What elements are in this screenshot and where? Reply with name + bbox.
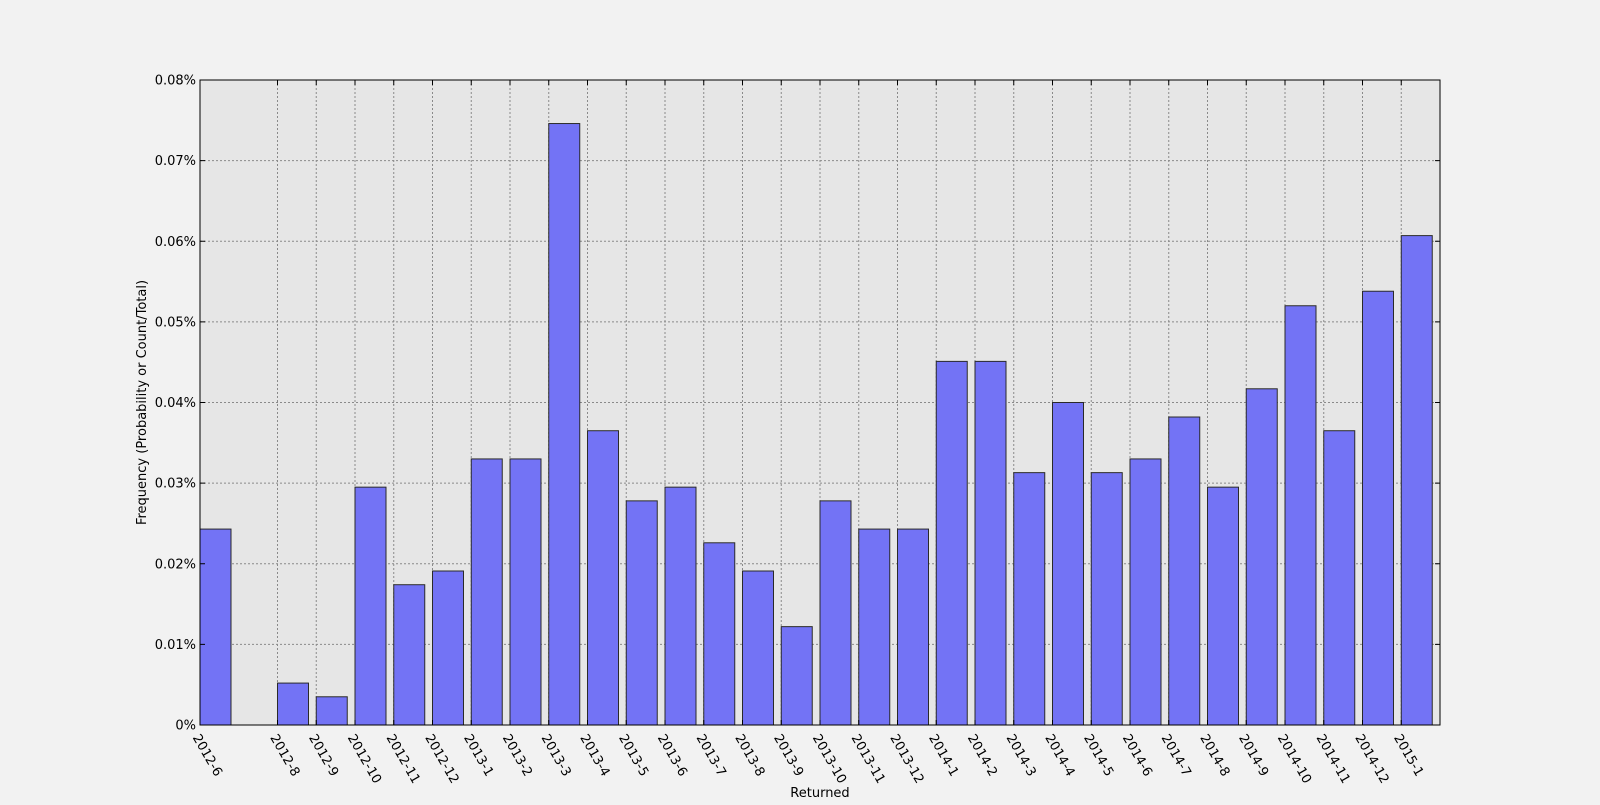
x-tick-label: 2013-2 [499, 732, 535, 779]
bar-2012-8 [277, 682, 309, 726]
y-axis-label: Frequency (Probability or Count/Total) [135, 280, 150, 525]
x-tick-label: 2014-8 [1196, 732, 1232, 779]
y-tick-label: 0.04% [155, 396, 196, 411]
bar-2013-6 [664, 486, 697, 726]
y-tick-label: 0% [175, 719, 196, 734]
y-tick-label: 0.06% [155, 235, 196, 250]
x-tick-label: 2013-10 [809, 732, 849, 787]
bar-2015-1 [1400, 235, 1433, 726]
y-tick-label: 0.08% [155, 74, 196, 89]
bar-2013-2 [509, 458, 542, 726]
x-tick-label: 2013-3 [538, 732, 574, 779]
x-tick-label: 2013-8 [731, 732, 767, 779]
bar-2014-2 [974, 360, 1007, 726]
x-tick-label: 2014-12 [1351, 732, 1391, 787]
bar-2013-12 [897, 528, 929, 726]
bar-2014-9 [1245, 388, 1278, 726]
bar-2013-5 [625, 500, 658, 726]
x-tick-label: 2014-5 [1080, 732, 1116, 779]
bar-2013-4 [587, 430, 619, 726]
x-tick-label: 2013-1 [460, 732, 496, 779]
bar-2013-3 [548, 123, 581, 726]
x-tick-label: 2013-11 [848, 732, 888, 787]
bar-2014-6 [1129, 458, 1162, 726]
x-tick-label: 2014-6 [1119, 732, 1155, 779]
bar-2014-5 [1090, 472, 1123, 726]
bar-2012-6 [199, 528, 232, 726]
bar-2014-7 [1168, 416, 1201, 726]
bar-2013-9 [780, 626, 813, 726]
x-tick-label: 2013-6 [654, 732, 690, 779]
x-tick-label: 2014-1 [925, 732, 961, 779]
x-tick-label: 2014-4 [1041, 732, 1077, 779]
x-tick-label: 2012-11 [383, 732, 423, 787]
y-tick-label: 0.02% [155, 557, 196, 572]
bar-2013-8 [742, 570, 774, 726]
bar-2012-12 [432, 570, 464, 726]
bar-2013-7 [703, 542, 736, 726]
x-tick-label: 2012-9 [305, 732, 341, 779]
x-tick-label: 2014-11 [1313, 732, 1353, 787]
x-tick-label: 2013-7 [693, 732, 729, 779]
bar-2013-11 [858, 528, 891, 726]
x-axis-label: Returned [790, 786, 849, 801]
bar-2012-10 [354, 486, 387, 726]
x-tick-label: 2013-5 [615, 732, 651, 779]
x-tick-label: 2013-9 [770, 732, 806, 779]
x-tick-label: 2012-10 [344, 732, 384, 787]
bar-2013-1 [470, 458, 503, 726]
x-tick-label: 2014-7 [1158, 732, 1194, 779]
x-tick-label: 2012-8 [266, 732, 302, 779]
bar-2014-12 [1362, 290, 1394, 726]
bar-2014-8 [1207, 486, 1239, 726]
bar-2014-11 [1323, 430, 1356, 726]
bar-2014-3 [1013, 472, 1046, 726]
x-tick-label: 2014-9 [1235, 732, 1271, 779]
x-tick-label: 2012-12 [421, 732, 461, 787]
x-tick-label: 2012-6 [189, 732, 225, 779]
bar-2012-11 [393, 584, 426, 726]
bars [199, 123, 1433, 726]
x-tick-label: 2014-2 [964, 732, 1000, 779]
y-tick-label: 0.07% [155, 154, 196, 169]
y-axis: 0% 0.01% 0.02% 0.03% 0.04% 0.05% 0.06% 0.07% 0.0… [155, 74, 1440, 734]
bar-2014-10 [1284, 305, 1317, 726]
y-tick-label: 0.03% [155, 477, 196, 492]
x-tick-label: 2015-1 [1390, 732, 1426, 779]
bar-2014-4 [1052, 402, 1084, 726]
bar-2012-9 [315, 696, 348, 726]
bar-2014-1 [935, 360, 968, 726]
x-tick-label: 2014-3 [1003, 732, 1039, 779]
bar-2013-10 [819, 500, 852, 726]
x-tick-label: 2014-10 [1274, 732, 1314, 787]
x-tick-label: 2013-4 [576, 732, 612, 779]
y-tick-label: 0.05% [155, 315, 196, 330]
x-tick-label: 2013-12 [886, 732, 926, 787]
y-tick-label: 0.01% [155, 638, 196, 653]
